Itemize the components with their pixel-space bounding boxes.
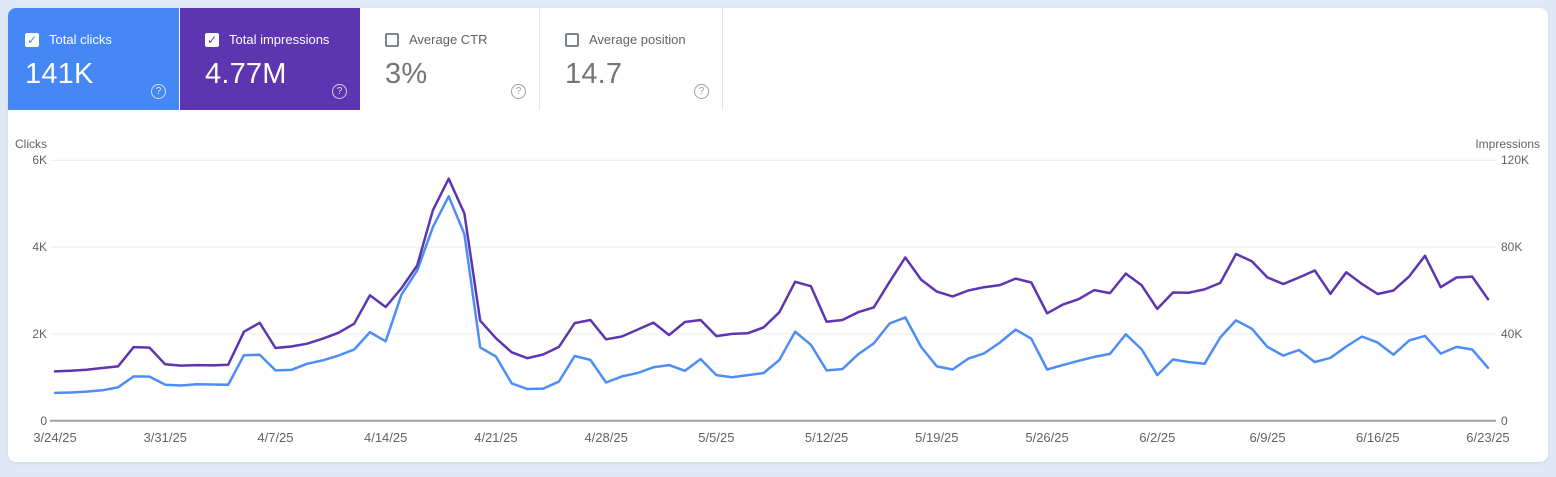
x-axis-tick: 5/12/25 — [804, 430, 849, 445]
x-axis-tick: 6/16/25 — [1356, 430, 1400, 445]
y-axis-tick-right: 120K — [1501, 153, 1530, 168]
total-impressions-checkbox[interactable]: ✓ — [205, 32, 219, 47]
x-axis-tick: 5/5/25 — [698, 430, 735, 445]
x-axis-tick: 3/31/25 — [143, 430, 187, 445]
average-position-checkbox[interactable] — [565, 32, 579, 47]
help-icon[interactable]: ? — [694, 84, 709, 99]
card-value: 141K — [25, 58, 94, 90]
x-axis-tick: 4/7/25 — [257, 430, 294, 445]
y-axis-tick-left: 0 — [40, 413, 47, 428]
checkmark-icon: ✓ — [26, 32, 38, 47]
card-average-position[interactable]: Average position 14.7 ? — [540, 8, 723, 110]
card-label: Total impressions — [229, 32, 330, 47]
metric-cards: ✓ Total clicks 141K ? ✓ Total impression… — [8, 8, 723, 110]
y-axis-tick-left: 2K — [32, 326, 47, 341]
y-axis-tick-right: 80K — [1501, 240, 1523, 255]
left-axis-title: Clicks — [15, 137, 47, 151]
x-axis-tick: 6/2/25 — [1139, 430, 1176, 445]
average-ctr-checkbox[interactable] — [385, 32, 399, 47]
x-axis-tick: 4/28/25 — [584, 430, 628, 445]
y-axis-tick-right: 40K — [1501, 326, 1523, 341]
impressions-line — [53, 177, 1490, 373]
x-axis-tick: 6/9/25 — [1249, 430, 1286, 445]
x-axis-tick: 4/21/25 — [474, 430, 518, 445]
help-icon[interactable]: ? — [332, 84, 347, 99]
card-total-clicks[interactable]: ✓ Total clicks 141K ? — [8, 8, 179, 110]
x-axis-tick: 6/23/25 — [1466, 430, 1510, 445]
x-axis-tick: 5/19/25 — [915, 430, 959, 445]
card-label: Total clicks — [49, 32, 112, 47]
card-label: Average CTR — [409, 32, 488, 47]
help-icon[interactable]: ? — [511, 84, 526, 99]
checkmark-icon: ✓ — [206, 32, 218, 47]
right-axis-title: Impressions — [1475, 137, 1540, 151]
card-total-impressions[interactable]: ✓ Total impressions 4.77M ? — [180, 8, 360, 110]
x-axis-tick: 4/14/25 — [363, 430, 408, 445]
total-clicks-checkbox[interactable]: ✓ — [25, 32, 39, 47]
card-value: 14.7 — [565, 58, 623, 90]
y-axis-tick-right: 0 — [1501, 413, 1508, 428]
help-icon[interactable]: ? — [151, 84, 166, 99]
card-value: 4.77M — [205, 58, 287, 90]
card-value: 3% — [385, 58, 428, 90]
clicks-line — [53, 195, 1490, 395]
y-axis-tick-left: 4K — [32, 240, 47, 255]
card-label: Average position — [589, 32, 686, 47]
x-axis-tick: 3/24/25 — [33, 430, 77, 445]
card-average-ctr[interactable]: Average CTR 3% ? — [360, 8, 540, 110]
y-axis-tick-left: 6K — [32, 153, 47, 168]
x-axis-tick: 5/26/25 — [1025, 430, 1069, 445]
